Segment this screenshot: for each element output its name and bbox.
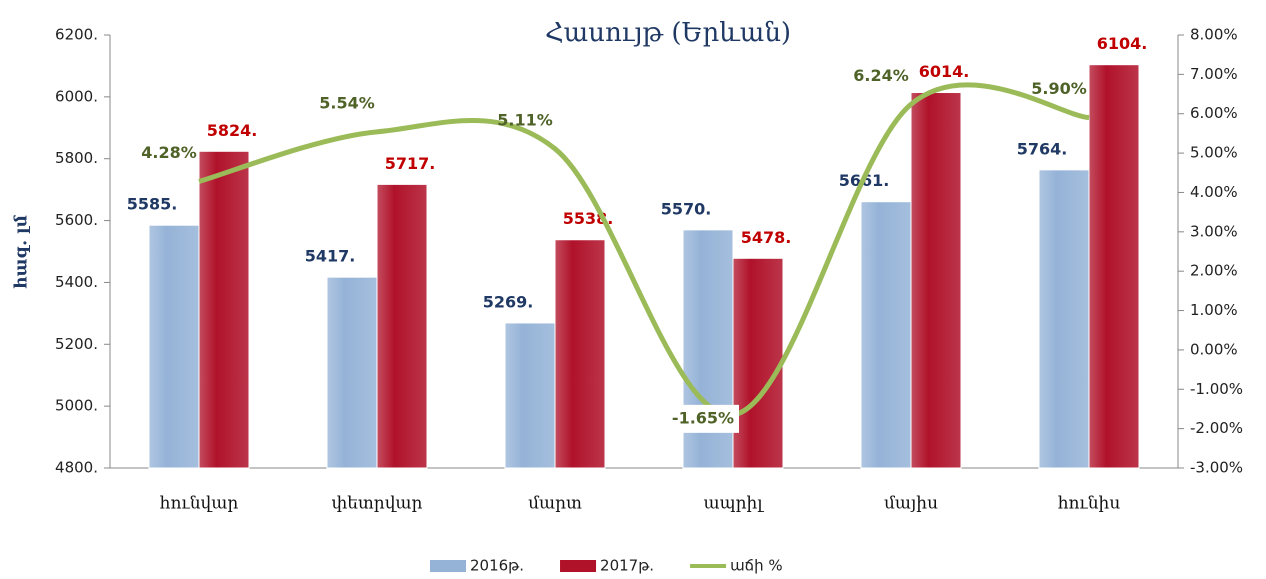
y2-tick-label: -2.00% (1190, 419, 1243, 437)
y-tick-label: 5600. (55, 211, 98, 229)
y2-tick-label: -1.00% (1190, 380, 1243, 398)
y-tick-label: 4800. (55, 459, 98, 477)
x-tick-label: մարտ (528, 494, 582, 514)
value-label: 5417. (305, 247, 356, 266)
y2-tick-label: -3.00% (1190, 459, 1243, 477)
y-tick-label: 5000. (55, 397, 98, 415)
legend-swatch (560, 560, 597, 572)
value-label: 5.90% (1031, 79, 1087, 98)
value-label: 5764. (1017, 139, 1068, 158)
bar (148, 224, 200, 469)
bar (732, 257, 784, 469)
bar (860, 201, 912, 469)
y-tick-label: 6000. (55, 87, 98, 105)
x-tick-label: ապրիլ (703, 494, 764, 514)
value-label: 5269. (483, 292, 534, 311)
legend-swatch (430, 560, 466, 572)
value-label: 5717. (385, 154, 436, 173)
legend-label: 2016թ. (470, 557, 524, 575)
y2-tick-label: 1.00% (1190, 301, 1238, 319)
y2-tick-label: 2.00% (1190, 262, 1238, 280)
y-tick-label: 5200. (55, 335, 98, 353)
y2-tick-label: 0.00% (1190, 340, 1238, 358)
y-tick-label: 5400. (55, 273, 98, 291)
bar (504, 322, 556, 469)
legend-label: 2017թ. (600, 557, 654, 575)
label-box (667, 404, 739, 433)
value-label: 5478. (741, 228, 792, 247)
y2-tick-label: 6.00% (1190, 104, 1238, 122)
value-label: 5.54% (319, 93, 375, 112)
line (198, 82, 1090, 418)
bar (910, 92, 962, 469)
x-tick-label: փետրվար (331, 494, 422, 514)
value-label: 5.11% (497, 110, 553, 129)
value-label: 5585. (127, 195, 178, 214)
x-tick-label: մայիս (884, 494, 938, 514)
y-tick-label: 6200. (55, 26, 98, 44)
y2-tick-label: 3.00% (1190, 222, 1238, 240)
legend-label: աճի % (730, 557, 783, 575)
value-label: 6.24% (853, 66, 909, 85)
value-label: 4.28% (141, 143, 197, 162)
y2-tick-label: 8.00% (1190, 26, 1238, 44)
y-axis-label: հազ. լմ (12, 214, 32, 289)
y2-tick-label: 4.00% (1190, 183, 1238, 201)
x-tick-label: հունվար (160, 494, 239, 514)
bar (198, 150, 250, 469)
bar (376, 183, 428, 469)
y2-tick-label: 7.00% (1190, 65, 1238, 83)
bar (1088, 64, 1140, 469)
bar (554, 239, 606, 469)
bar (326, 276, 378, 469)
chart-title: Հասույթ (Երևան) (545, 18, 791, 48)
value-label: 6014. (919, 62, 970, 81)
y-tick-label: 5800. (55, 149, 98, 167)
bar (1038, 169, 1090, 469)
value-label: 6104. (1097, 34, 1148, 53)
value-label: -1.65% (672, 408, 734, 427)
x-tick-label: հունիս (1058, 494, 1121, 514)
y2-tick-label: 5.00% (1190, 144, 1238, 162)
value-label: 5570. (661, 199, 712, 218)
value-label: 5824. (207, 121, 258, 140)
